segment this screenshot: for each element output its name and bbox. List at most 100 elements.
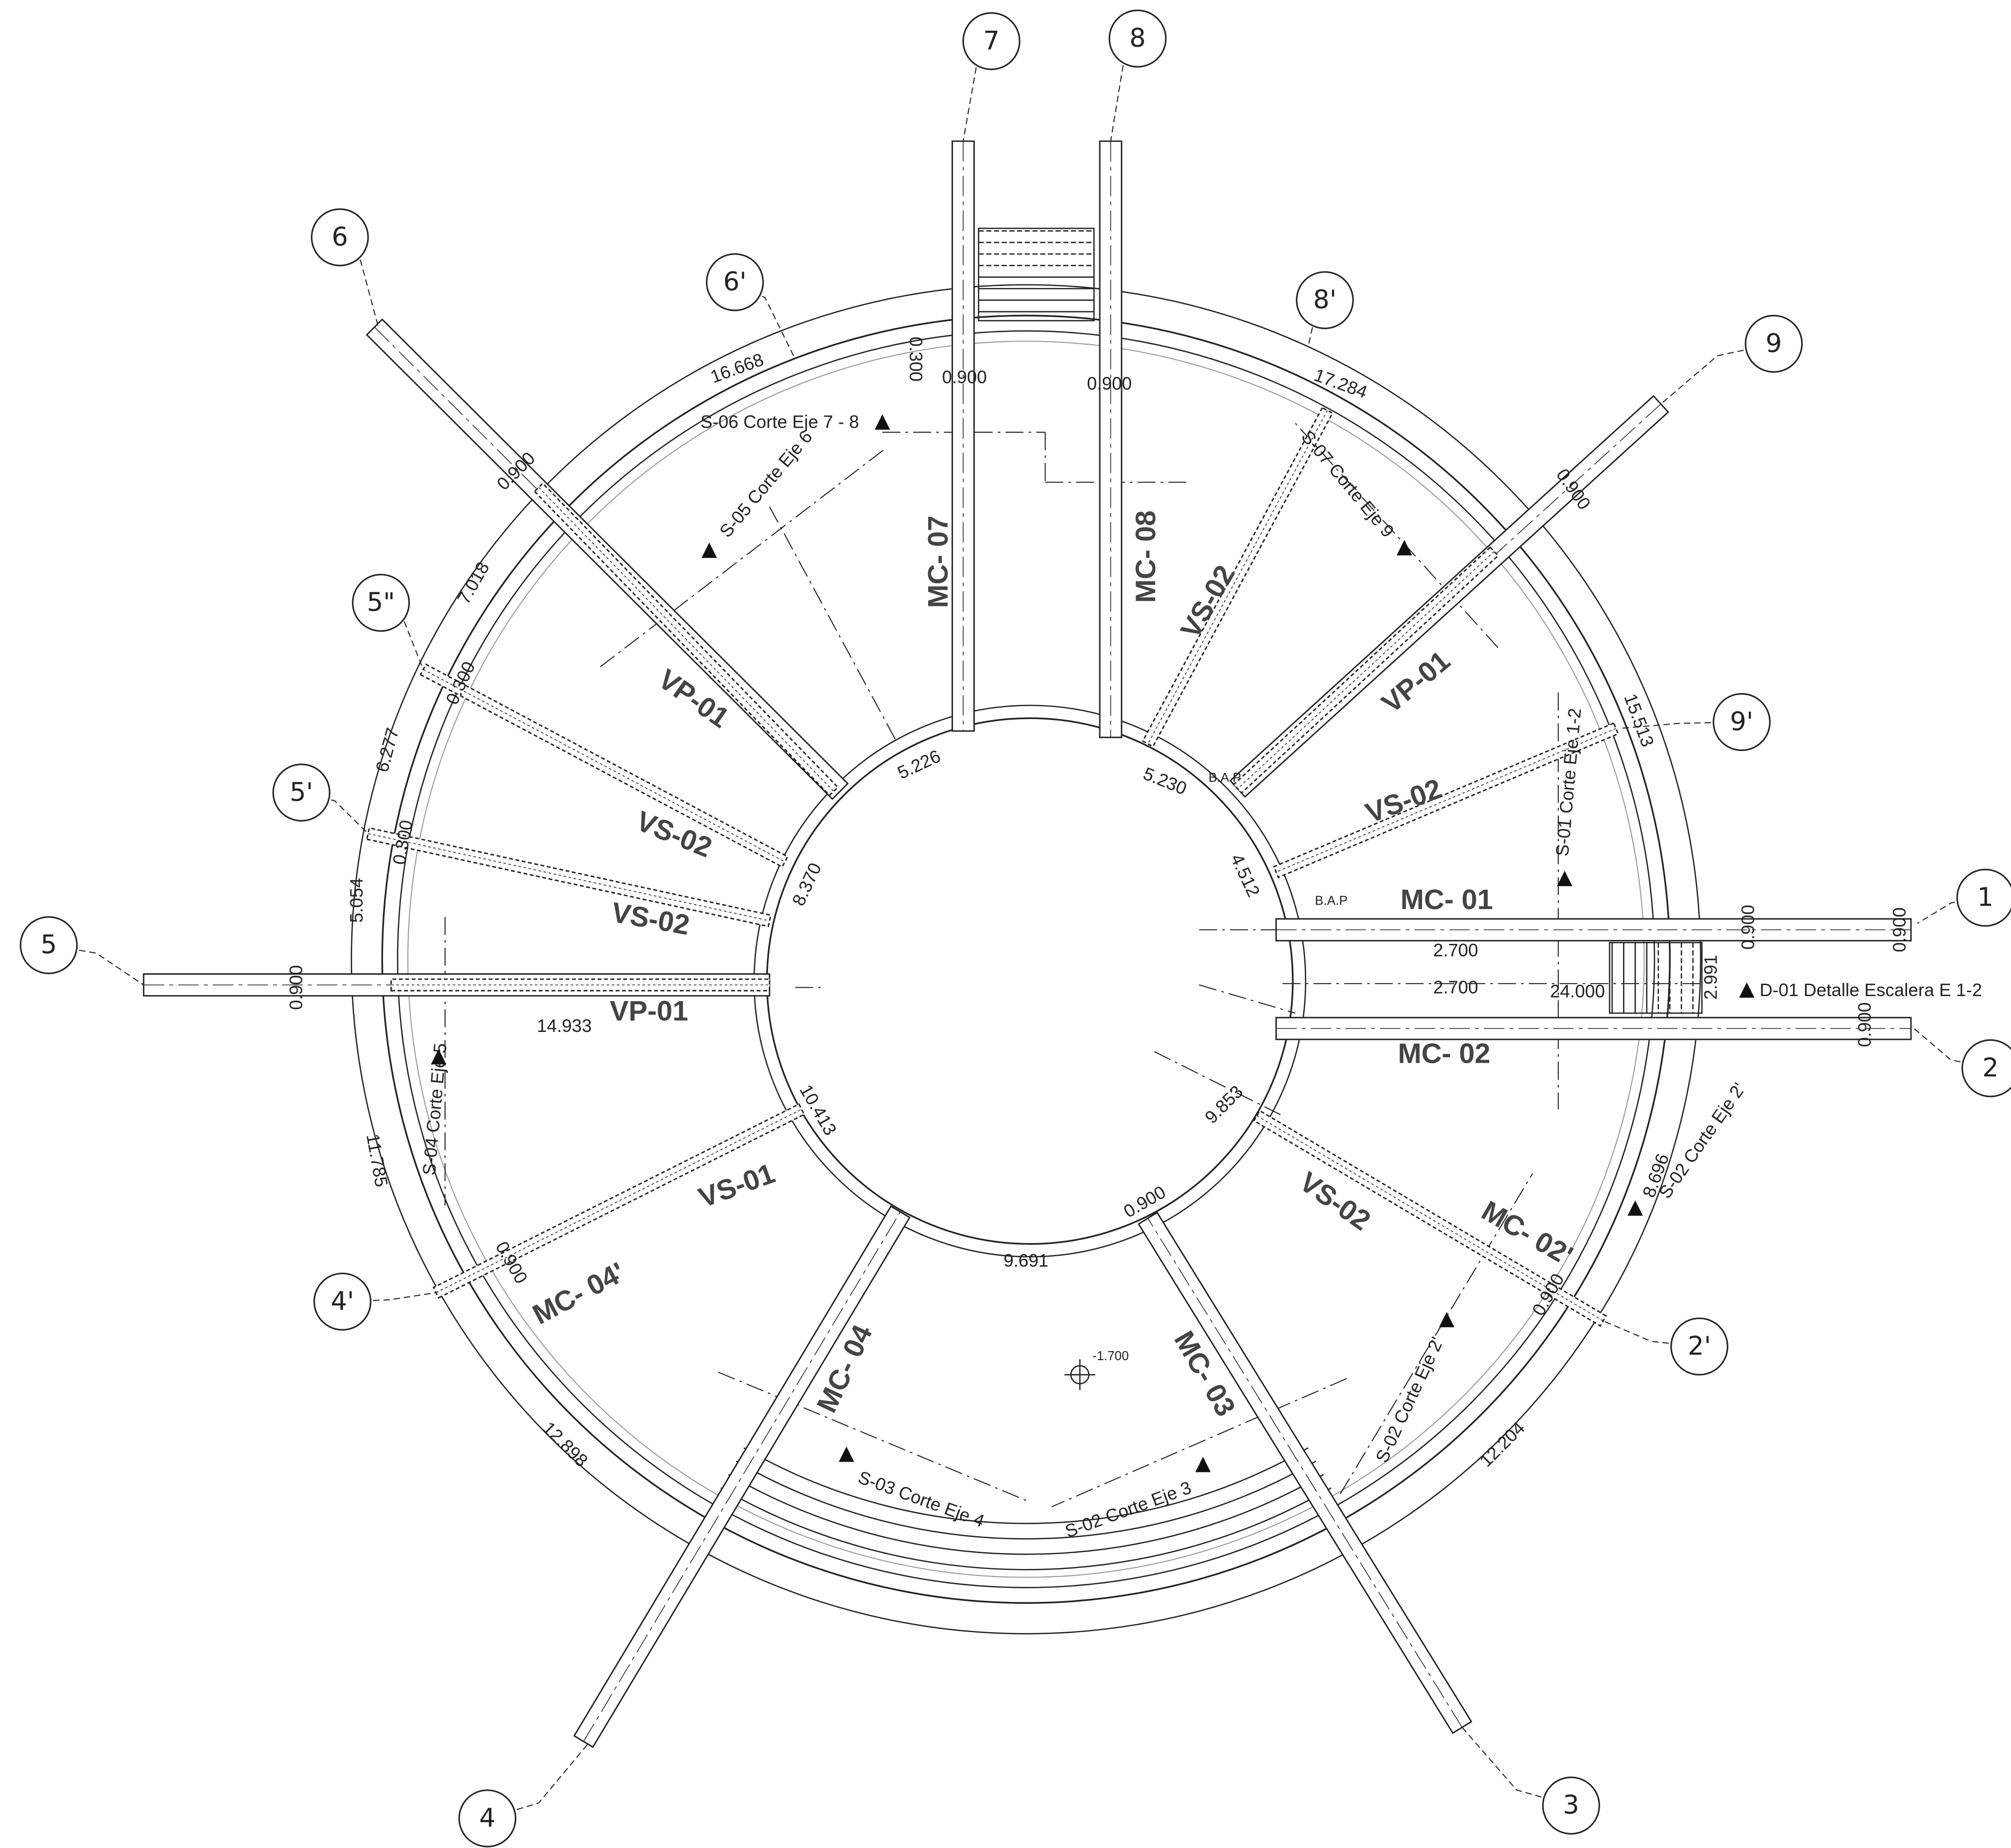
dimensions-label: 16.668 [708,349,766,387]
axis-label: 7 [983,26,1000,56]
section-line [1051,1378,1347,1507]
dimensions-label: 4.512 [1227,850,1264,900]
section-line [718,1372,1027,1501]
axis-bubble [1108,9,1167,68]
main-wall [1099,140,1123,739]
inner-ring [407,341,1645,1578]
axis-label: 4 [479,1803,495,1833]
elements-label: VP-01 [610,996,688,1027]
elements-label: MC- 07 [923,516,954,608]
elements-label: MC- 08 [1131,510,1162,603]
axis-label: 4' [331,1287,354,1316]
axis-bubble [311,208,369,267]
dimensions-label: 2.991 [1701,955,1721,1000]
secondary-beam-axis [423,669,785,862]
dimension-arc [351,284,1702,1635]
axis-label: 2' [1688,1331,1711,1361]
secondary-beam-axis [1148,410,1328,744]
sections-label: D-01 Detalle Escalera E 1-2 [1760,980,1982,1000]
main-wall [1138,1211,1473,1734]
dimensions-label: 14.933 [537,1016,591,1036]
dimensions-label: 15.513 [1620,691,1658,749]
stair-arc [743,1447,1309,1524]
section-line [1154,1051,1283,1116]
axis-label: 5" [367,588,395,618]
dimensions-label: 7.018 [453,558,493,608]
axis-bubble [1961,1039,2011,1098]
dimensions-label: 0.900 [942,367,987,387]
sections-label: S-05 Corte Eje 6 [715,427,816,542]
dimensions-label: 0.900 [1087,373,1132,393]
secondary-beam-axis [368,833,770,922]
dimensions-label: 9.691 [1004,1250,1049,1271]
stair-box [978,227,1095,322]
axis-bubble [706,253,764,311]
dimensions-label: 0.900 [1854,1002,1875,1047]
axis-bubble [962,12,1021,71]
axis-label: 8' [1313,285,1337,315]
notes-label: B.A.P [1208,771,1241,785]
stair-box [1609,942,1703,1014]
dimensions-label: 17.284 [1312,365,1370,402]
section-arrow [1396,540,1412,555]
axis-label: 5' [289,777,313,807]
stair-arc [720,1487,1332,1571]
axis-bubble [313,1273,372,1331]
outer-wall-inner [397,330,1655,1588]
axis-label: 8 [1130,23,1146,53]
sections-label: S-02 Corte Eje 2' [1371,1334,1447,1466]
secondary-beam [419,663,789,868]
axis-bubble [272,763,331,822]
section-arrow [1439,1311,1454,1327]
dimensions-label: 0.300 [906,337,926,381]
axis-bubble [19,916,78,974]
section-arrow [839,1446,855,1462]
secondary-beam [1273,722,1620,879]
sections-label: S-02 Corte Eje 2' [1654,1079,1749,1202]
axis-label: 3 [1563,1790,1579,1820]
section-arrow [874,414,890,430]
axis-label: 6' [723,267,747,297]
axis-bubble [352,573,410,632]
dimensions-label: 0.900 [286,965,306,1010]
dimensions-label: 0.900 [1738,905,1758,949]
dimensions-label: 24.000 [1550,981,1605,1001]
section-arrow [1195,1457,1211,1473]
notes-label: B.A.P [1315,894,1347,908]
sections-label: S-06 Corte Eje 7 - 8 [700,412,859,432]
section-line [600,448,885,667]
section-line [769,506,898,744]
section-line [1199,984,1296,1014]
section-arrow [701,542,717,558]
sections-label: S-07 Corte Eje 9 [1297,427,1398,542]
axis-bubble [1670,1317,1728,1376]
notes-label: -1.700 [1092,1349,1129,1363]
dimensions-label: 6.277 [372,726,403,774]
section-arrow [1628,1200,1643,1216]
secondary-beam [1142,406,1334,748]
secondary-beam [432,1103,805,1299]
sections-label: S-02 Corte Eje 3 [1062,1477,1194,1542]
secondary-beam [390,978,770,992]
section-arrow [1739,982,1755,998]
elements-label: VS-01 [695,1158,779,1214]
leader-line [1660,343,1774,405]
axis-label: 1 [1977,883,1994,913]
secondary-beam-axis [538,487,834,792]
elements-label: MC- 04' [528,1257,630,1331]
core-wall [766,717,1294,1245]
dimensions-label: 2.700 [1433,977,1478,998]
axis-label: 2 [1982,1053,1999,1083]
elements-label: MC- 01 [1401,884,1493,916]
leader-line [1461,1727,1571,1806]
secondary-beam-axis [1237,551,1495,789]
section-line [1340,1173,1533,1494]
dimensions-label: 12.204 [1475,1418,1529,1471]
stair-arc [728,1474,1324,1555]
axis-label: 9' [1730,707,1753,737]
stair-arc [736,1461,1317,1540]
main-wall [573,1205,911,1748]
axis-bubble [1713,693,1771,751]
